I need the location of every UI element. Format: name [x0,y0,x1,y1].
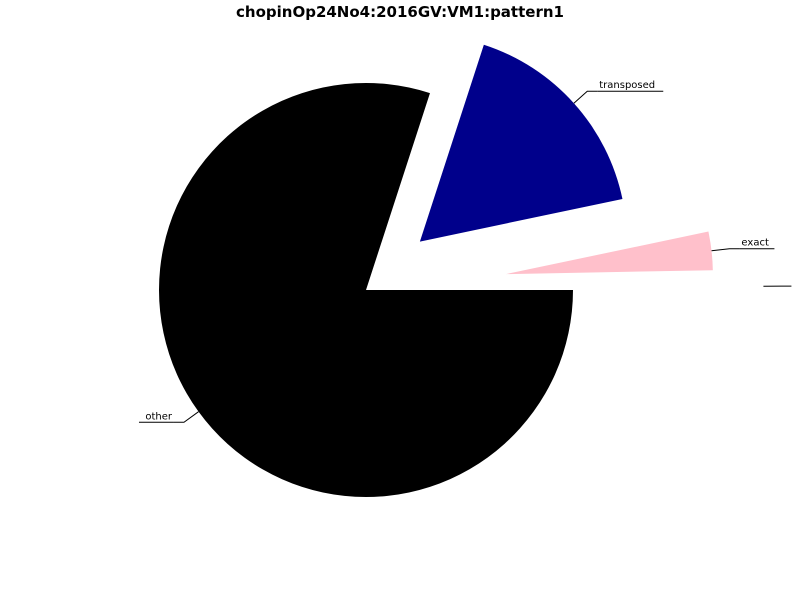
pie-label-exact: exact [711,238,775,252]
pie-slice-unlabeled [556,284,764,289]
pie-label-text: other [145,411,173,422]
pie-slice-transposed [419,44,623,242]
chart-title: chopinOp24No4:2016GV:VM1:pattern1 [236,3,564,21]
pie-slice-other [159,83,573,498]
pie-label-transposed: transposed [573,80,664,104]
pie-label-text: transposed [599,80,655,91]
pie-label-other: other [138,411,199,423]
pie-slice-exact [505,231,713,275]
pie-label-text: exact [741,238,769,249]
